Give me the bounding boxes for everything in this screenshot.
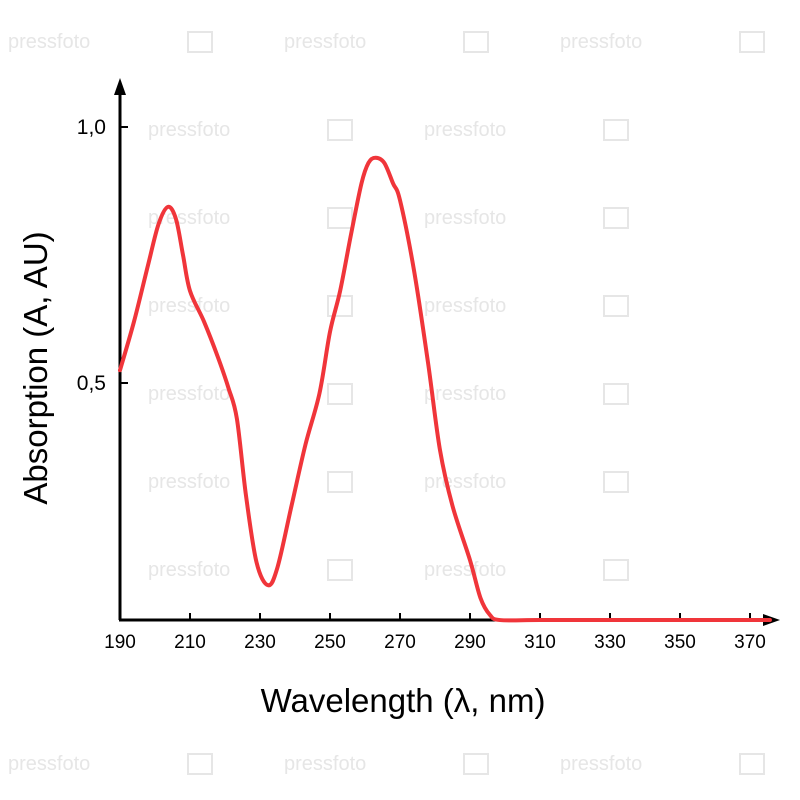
absorption-series-line	[118, 155, 772, 623]
x-tick-label: 210	[174, 632, 206, 653]
watermark-text: pressfoto	[424, 559, 506, 581]
watermark-text: pressfoto	[148, 471, 230, 493]
watermark-camera-icon	[327, 119, 353, 141]
y-tick-label: 0,5	[77, 372, 106, 395]
watermark-text: pressfoto	[424, 471, 506, 493]
watermark-text: pressfoto	[560, 753, 642, 775]
watermark-camera-icon	[603, 207, 629, 229]
watermark-camera-icon	[603, 559, 629, 581]
watermark-camera-icon	[739, 31, 765, 53]
watermark-camera-icon	[327, 207, 353, 229]
watermark-camera-icon	[603, 119, 629, 141]
x-tick-label: 250	[314, 632, 346, 653]
watermark-layer: pressfoto pressfoto pressfoto pressfoto pres…	[8, 31, 765, 775]
watermark-camera-icon	[327, 559, 353, 581]
watermark-text: pressfoto	[424, 207, 506, 229]
y-axis-arrow-icon	[114, 78, 126, 95]
ticks: 190 210 230 250 270 290 310 330 350 370 0,5 1,0	[77, 116, 766, 653]
watermark-camera-icon	[463, 753, 489, 775]
x-tick-label: 310	[524, 632, 556, 653]
x-tick-label: 370	[734, 632, 766, 653]
watermark-camera-icon	[739, 753, 765, 775]
y-tick-label: 1,0	[77, 116, 106, 139]
watermark-camera-icon	[327, 471, 353, 493]
watermark-camera-icon	[463, 31, 489, 53]
x-tick-label: 230	[244, 632, 276, 653]
y-axis-label: Absorption (A, AU)	[17, 231, 54, 504]
y-axis	[114, 78, 126, 620]
x-tick-label: 330	[594, 632, 626, 653]
watermark-camera-icon	[603, 383, 629, 405]
x-tick-label: 350	[664, 632, 696, 653]
watermark-text: pressfoto	[8, 31, 90, 53]
watermark-camera-icon	[327, 383, 353, 405]
watermark-text: pressfoto	[148, 383, 230, 405]
watermark-text: pressfoto	[148, 295, 230, 317]
watermark-camera-icon	[187, 753, 213, 775]
watermark-text: pressfoto	[148, 207, 230, 229]
watermark-text: pressfoto	[148, 559, 230, 581]
watermark-camera-icon	[187, 31, 213, 53]
x-tick-label: 270	[384, 632, 416, 653]
x-axis-label: Wavelength (λ, nm)	[261, 682, 546, 719]
watermark-text: pressfoto	[424, 119, 506, 141]
watermark-text: pressfoto	[424, 383, 506, 405]
watermark-camera-icon	[603, 471, 629, 493]
x-tick-label: 290	[454, 632, 486, 653]
watermark-text: pressfoto	[284, 31, 366, 53]
watermark-text: pressfoto	[148, 119, 230, 141]
watermark-text: pressfoto	[560, 31, 642, 53]
watermark-text: pressfoto	[424, 295, 506, 317]
watermark-text: pressfoto	[284, 753, 366, 775]
x-tick-label: 190	[104, 632, 136, 653]
watermark-text: pressfoto	[8, 753, 90, 775]
watermark-camera-icon	[603, 295, 629, 317]
